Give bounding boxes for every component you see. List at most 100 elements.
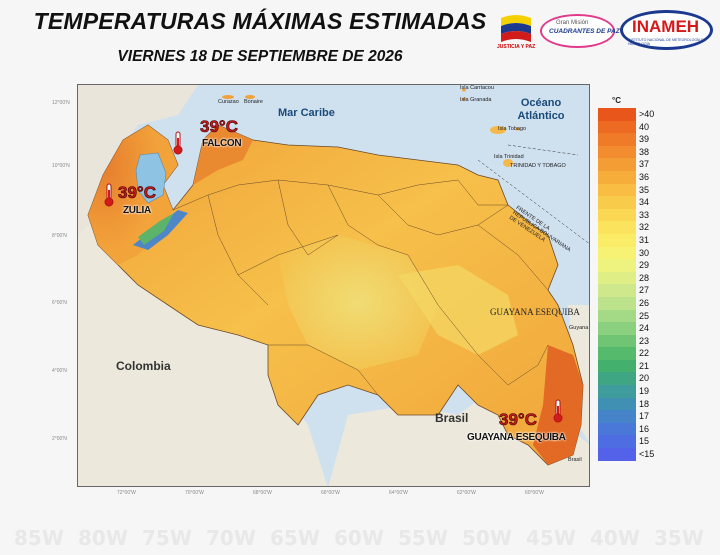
legend-swatch: [598, 347, 636, 360]
page-subtitle: VIERNES 18 DE SEPTIEMBRE DE 2026: [117, 48, 403, 65]
legend-swatch: [598, 233, 636, 247]
legend-row: 28: [598, 271, 658, 285]
legend-label: 40: [639, 121, 650, 132]
state-borders: [172, 179, 549, 396]
legend-label: 33: [639, 209, 650, 220]
background-longitude-label: 75W: [142, 526, 192, 550]
legend-label: 27: [639, 285, 650, 296]
legend-row: 29: [598, 259, 658, 272]
legend-row: 40: [598, 120, 658, 134]
legend-label: 29: [639, 260, 650, 271]
legend-swatch: [598, 120, 636, 134]
guyana-label: Guyana: [569, 325, 589, 331]
legend-label: 16: [639, 423, 650, 434]
legend-row: 39: [598, 133, 658, 146]
falcon-temperature: 39°C: [200, 117, 239, 137]
legend-row: 16: [598, 422, 658, 436]
legend-swatch: [598, 271, 636, 285]
margarita-island: [490, 126, 506, 134]
legend-row: 25: [598, 309, 658, 323]
legend-label: 19: [639, 386, 650, 397]
flag-logo-caption: JUSTICIA Y PAZ: [497, 44, 536, 50]
temperature-map: Mar Caribe Océano Atlántico Colombia Bra…: [77, 84, 590, 487]
legend-row: 34: [598, 196, 658, 209]
background-longitude-label: 80W: [78, 526, 128, 550]
page-title: TEMPERATURAS MÁXIMAS ESTIMADAS: [33, 8, 487, 34]
ocean-label-line-1: Océano: [520, 97, 562, 109]
tobago-island: [516, 127, 520, 131]
legend-label: 31: [639, 234, 650, 245]
background-longitude-label: 35W: [654, 526, 704, 550]
background-longitude-label: 70W: [206, 526, 256, 550]
legend-swatch: [598, 435, 636, 449]
carriacou-island: [462, 88, 466, 92]
legend-label: 37: [639, 159, 650, 170]
legend-label: 39: [639, 134, 650, 145]
latitude-tick-label: 12°00'N: [52, 100, 70, 106]
background-longitude-label: 85W: [14, 526, 64, 550]
legend-row: 26: [598, 296, 658, 310]
ocean-label-line-2: Atlántico: [517, 110, 565, 122]
legend-label: 22: [639, 348, 650, 359]
legend-swatch: [598, 133, 636, 146]
latitude-tick-label: 6°00'N: [52, 300, 67, 306]
map-drawing: [78, 85, 589, 486]
legend-swatch: [598, 221, 636, 234]
brasil-label: Brasil: [435, 411, 469, 425]
legend-row: 21: [598, 359, 658, 373]
legend-row: >40: [598, 108, 658, 121]
legend-row: 27: [598, 284, 658, 297]
falcon-label: FALCON: [202, 138, 242, 149]
gmc-logo-small-text: Gran Misión: [556, 20, 589, 26]
legend-swatch: [598, 296, 636, 310]
legend-label: 20: [639, 373, 650, 384]
legend-label: 24: [639, 323, 650, 334]
legend-swatch: [598, 108, 636, 121]
legend-row: 18: [598, 397, 658, 411]
thermometer-icon: [173, 131, 183, 155]
latitude-tick-label: 2°00'N: [52, 436, 67, 442]
legend-row: 38: [598, 145, 658, 159]
legend-label: 17: [639, 411, 650, 422]
legend-swatch: [598, 322, 636, 335]
oceano-atlantico-label: Océano Atlántico: [506, 97, 576, 123]
background-longitude-label: 65W: [270, 526, 320, 550]
legend-label: 34: [639, 197, 650, 208]
latitude-tick-label: 8°00'N: [52, 233, 67, 239]
colombia-north-land: [78, 85, 198, 235]
legend-swatch: [598, 196, 636, 209]
legend-swatch: [598, 208, 636, 222]
legend-label: 26: [639, 297, 650, 308]
lake-maracaibo: [135, 152, 167, 204]
inameh-logo-subtext: INSTITUTO NACIONAL DE METEOROLOGÍA E HID…: [628, 38, 704, 46]
longitude-tick-label: 64°00'W: [389, 490, 408, 496]
legend-unit: °C: [612, 96, 621, 105]
legend-swatch: [598, 259, 636, 272]
longitude-tick-label: 68°00'W: [253, 490, 272, 496]
curazao-label: Curazao: [218, 99, 239, 105]
legend-label: 23: [639, 335, 650, 346]
background-longitude-label: 60W: [334, 526, 384, 550]
longitude-tick-label: 70°00'W: [185, 490, 204, 496]
legend-label: 35: [639, 184, 650, 195]
trinidad-tobago-label: TRINIDAD Y TOBAGO: [510, 163, 566, 169]
esequiba-maxima-label: GUAYANA ESEQUIBA: [467, 432, 566, 443]
legend-row: <15: [598, 448, 658, 461]
legend-swatch: [598, 284, 636, 297]
maritime-line-1: [507, 144, 579, 156]
legend-swatch: [598, 410, 636, 423]
legend-row: 31: [598, 233, 658, 247]
legend-row: 33: [598, 208, 658, 222]
legend-row: 19: [598, 385, 658, 398]
inameh-logo-text: INAMEH: [632, 17, 700, 36]
bolivar-mild-zone: [398, 265, 518, 355]
bonaire-island: [245, 95, 255, 99]
legend-row: 37: [598, 158, 658, 171]
mar-caribe-label: Mar Caribe: [278, 107, 335, 119]
background-longitude-label: 40W: [590, 526, 640, 550]
thermometer-icon: [104, 183, 114, 207]
legend-row: 22: [598, 347, 658, 360]
legend-label: 32: [639, 222, 650, 233]
legend-label: 18: [639, 398, 650, 409]
legend-label: 30: [639, 247, 650, 258]
